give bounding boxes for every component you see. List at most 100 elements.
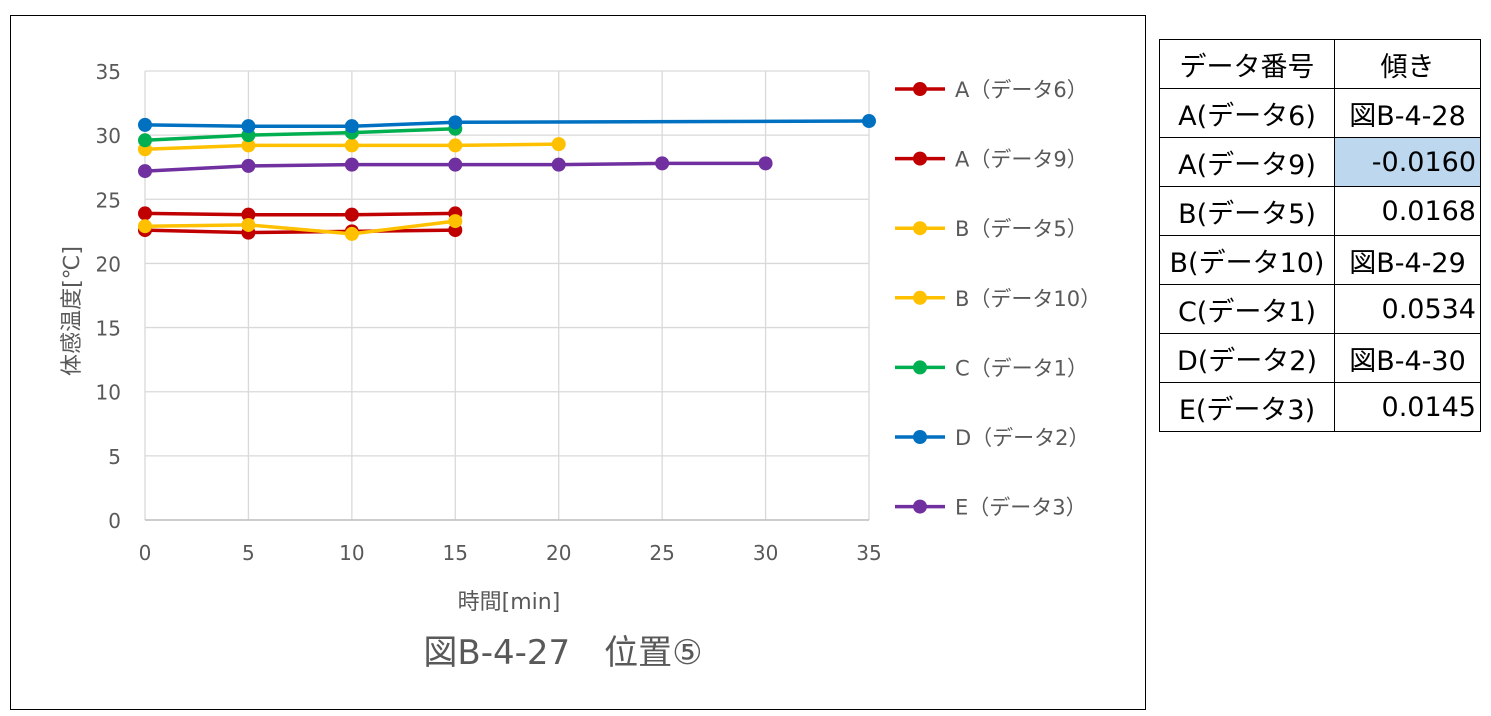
table-row: D(データ2) 図B-4-30 [1159, 333, 1481, 383]
data-point [758, 156, 773, 171]
header-cell-slope: 傾き [1334, 39, 1481, 89]
table-row: B(データ5) 0.0168 [1159, 186, 1481, 236]
data-point [138, 219, 152, 234]
legend-label: B（データ5） [955, 217, 1088, 241]
x-axis-label: 時間[min] [458, 590, 561, 615]
row-label-cell: C(データ1) [1159, 284, 1335, 334]
data-point [448, 157, 463, 172]
data-point [138, 164, 152, 179]
y-tick-label: 25 [96, 188, 121, 212]
data-point [344, 119, 359, 134]
y-tick-label: 20 [96, 252, 121, 276]
y-tick-label: 5 [108, 445, 121, 469]
table-row: A(データ6) 図B-4-28 [1159, 88, 1481, 138]
data-point [448, 214, 463, 229]
data-point [655, 156, 670, 171]
legend: A（データ6） A（データ9） B（データ5） B（データ10） C（データ1） D（デー… [895, 78, 1101, 520]
data-point [551, 157, 566, 172]
legend-marker [913, 360, 927, 375]
row-label-cell: B(データ10) [1159, 235, 1335, 285]
data-point [241, 138, 256, 153]
y-tick-label: 30 [96, 124, 121, 148]
series-line [144, 219, 456, 236]
chart-title: 図B-4-27 位置⑤ [423, 633, 702, 673]
slope-table: データ番号 傾き A(データ6) 図B-4-28 A(データ9) -0.0160 B(デ… [1159, 39, 1481, 432]
data-point [241, 158, 256, 173]
legend-entry: E（データ3） [895, 496, 1087, 520]
series-1 [138, 206, 463, 222]
legend-marker [913, 430, 927, 444]
row-value-cell: 0.0145 [1334, 382, 1481, 432]
legend-entry: A（データ6） [895, 78, 1088, 102]
legend-entry: D（データ2） [895, 426, 1090, 450]
series-line [144, 126, 456, 143]
x-tick-label: 20 [546, 541, 571, 565]
axes: 0 5 10 15 20 25 30 35 0 5 10 15 20 25 30 35 [96, 60, 882, 565]
header-cell-data-number: データ番号 [1159, 39, 1335, 89]
legend-label: E（データ3） [955, 496, 1087, 520]
series-3 [138, 137, 566, 157]
series-line [144, 228, 456, 235]
x-tick-label: 25 [649, 541, 674, 565]
table-row: E(データ3) 0.0145 [1159, 382, 1481, 432]
data-point [344, 207, 359, 222]
x-tick-label: 30 [753, 541, 778, 565]
row-label-cell: A(データ6) [1159, 88, 1335, 138]
row-value-cell: 0.0168 [1334, 186, 1481, 236]
data-point [448, 138, 463, 153]
table-row: B(データ10) 図B-4-29 [1159, 235, 1481, 285]
row-value-cell: 0.0534 [1334, 284, 1481, 334]
x-tick-label: 15 [443, 541, 468, 565]
chart-frame: 0 5 10 15 20 25 30 35 0 5 10 15 20 25 30 35 A（データ6） A（デー… [10, 15, 1146, 710]
legend-marker [913, 221, 927, 236]
x-tick-label: 10 [339, 541, 364, 565]
table-row: C(データ1) 0.0534 [1159, 284, 1481, 334]
series-5 [138, 114, 876, 134]
y-tick-label: 35 [96, 60, 121, 84]
legend-label: B（データ10） [955, 287, 1101, 311]
legend-entry: C（データ1） [895, 356, 1088, 380]
row-label-cell: D(データ2) [1159, 333, 1335, 383]
row-value-cell: -0.0160 [1334, 137, 1481, 187]
y-tick-label: 10 [96, 381, 121, 405]
table-header-row: データ番号 傾き [1159, 39, 1481, 89]
x-tick-label: 5 [242, 541, 255, 565]
row-label-cell: A(データ9) [1159, 137, 1335, 187]
data-point [138, 206, 152, 221]
data-point [241, 207, 256, 222]
data-point [241, 217, 256, 232]
legend-label: C（データ1） [955, 356, 1088, 380]
series-lines [138, 114, 876, 241]
y-tick-label: 0 [108, 509, 121, 533]
data-point [448, 115, 463, 130]
data-point [344, 226, 359, 241]
data-point [862, 114, 876, 129]
x-tick-label: 35 [856, 541, 881, 565]
x-tick-label: 0 [139, 541, 152, 565]
data-point [551, 137, 566, 152]
legend-label: A（データ9） [955, 148, 1088, 172]
series-2 [138, 214, 463, 241]
row-label-cell: E(データ3) [1159, 382, 1335, 432]
data-point [138, 133, 152, 148]
y-axis-label: 体感温度[℃] [60, 246, 85, 376]
table-row: A(データ9) -0.0160 [1159, 137, 1481, 187]
row-value-cell: 図B-4-29 [1334, 235, 1481, 285]
row-label-cell: B(データ5) [1159, 186, 1335, 236]
series-6 [138, 156, 773, 179]
data-point [138, 117, 152, 132]
row-value-cell: 図B-4-30 [1334, 333, 1481, 383]
legend-entry: B（データ10） [895, 287, 1101, 311]
legend-entry: B（データ5） [895, 217, 1088, 241]
data-point [241, 119, 256, 134]
data-point [344, 157, 359, 172]
legend-marker [913, 499, 927, 514]
legend-label: A（データ6） [955, 78, 1088, 102]
legend-marker [913, 151, 927, 166]
series-line [144, 211, 456, 217]
legend-marker [913, 290, 927, 305]
row-value-cell: 図B-4-28 [1334, 88, 1481, 138]
data-point [344, 138, 359, 153]
y-tick-label: 15 [96, 317, 121, 341]
